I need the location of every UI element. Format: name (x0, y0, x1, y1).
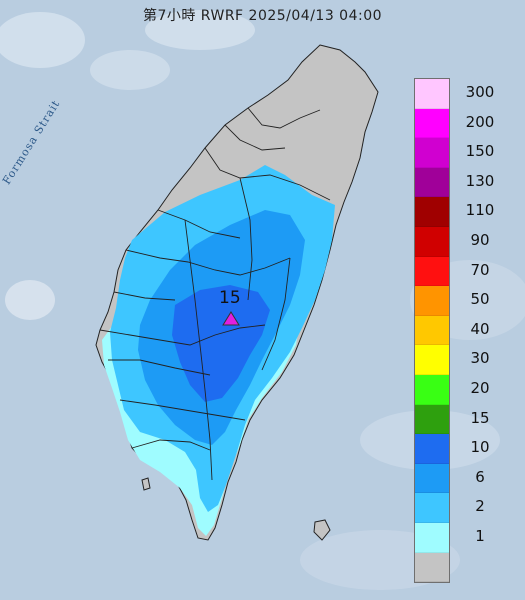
legend-label: 200 (465, 112, 495, 131)
legend-swatch (415, 374, 449, 405)
legend-swatch (415, 345, 449, 375)
green-island (313, 519, 331, 541)
legend-label: 6 (475, 467, 485, 486)
legend-label: 110 (465, 201, 495, 220)
legend-swatch (415, 167, 449, 198)
legend-label: 15 (470, 408, 490, 427)
legend-swatch (415, 286, 449, 316)
legend-swatch (415, 522, 449, 553)
legend-swatch (415, 463, 449, 494)
legend-swatch (415, 552, 449, 583)
lanyu-island (141, 477, 151, 491)
legend-swatch (415, 434, 449, 464)
legend-swatch (415, 197, 449, 227)
rainfall-legend (414, 78, 450, 584)
legend-label: 70 (470, 260, 490, 279)
peak-rainfall-value: 15 (219, 288, 241, 308)
legend-swatch (415, 315, 449, 346)
legend-label: 90 (470, 230, 490, 249)
legend-label: 50 (470, 290, 490, 309)
legend-swatch (415, 404, 449, 435)
legend-swatch (415, 256, 449, 287)
legend-swatch (415, 493, 449, 523)
legend-label: 10 (470, 438, 490, 457)
county-borders (99, 107, 331, 481)
legend-label: 40 (470, 319, 490, 338)
legend-swatch (415, 138, 449, 168)
legend-swatch (415, 108, 449, 139)
legend-label: 150 (465, 142, 495, 161)
legend-label: 1 (475, 526, 485, 545)
legend-label: 20 (470, 378, 490, 397)
rainfall-legend-labels: 300 200 150 130 110 90 70 50 40 30 20 15 10 6 2 1 (450, 78, 510, 581)
legend-label: 130 (465, 171, 495, 190)
legend-label (450, 552, 510, 582)
legend-label: 30 (470, 349, 490, 368)
map-title: 第7小時 RWRF 2025/04/13 04:00 (142, 8, 383, 24)
legend-swatch (415, 79, 449, 109)
legend-swatch (415, 226, 449, 257)
legend-label: 2 (475, 497, 485, 516)
peak-rainfall-marker-icon (222, 311, 240, 326)
legend-label: 300 (465, 83, 495, 101)
